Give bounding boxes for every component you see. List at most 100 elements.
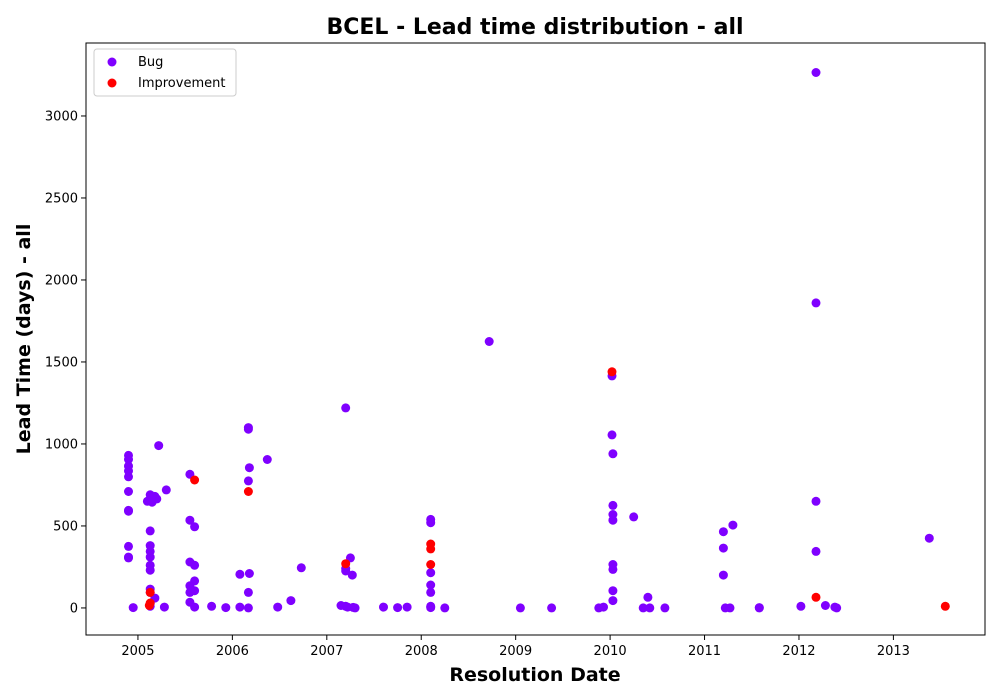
data-point	[243, 476, 253, 486]
data-point	[811, 496, 821, 506]
data-point	[235, 602, 245, 612]
legend-marker-improvement	[107, 78, 117, 88]
plot-area-frame	[85, 42, 986, 636]
data-point	[124, 487, 133, 496]
x-tick-label: 2013	[877, 644, 910, 659]
data-point	[426, 544, 436, 554]
data-point	[440, 603, 450, 613]
data-point	[341, 566, 351, 576]
data-point	[728, 520, 738, 530]
data-point	[608, 500, 618, 510]
y-axis-ticks: 0 500 1000 1500 2000 2500 3000	[45, 109, 86, 616]
data-point	[811, 68, 821, 77]
data-point	[243, 603, 253, 613]
data-point	[244, 463, 254, 473]
data-points	[124, 68, 950, 613]
data-point	[262, 455, 272, 464]
legend-label-improvement: Improvement	[138, 76, 225, 91]
data-point	[811, 298, 821, 308]
y-tick-label: 2000	[45, 273, 78, 288]
data-point	[221, 603, 231, 613]
data-point	[426, 580, 436, 590]
data-point	[608, 564, 618, 574]
data-point	[350, 603, 360, 613]
data-point	[273, 602, 283, 612]
legend: Bug Improvement	[93, 48, 237, 97]
data-point	[638, 603, 648, 613]
y-axis-label: Lead Time (days) - all	[13, 224, 35, 455]
x-tick-label: 2010	[594, 644, 627, 659]
data-point	[547, 603, 557, 613]
data-point	[629, 512, 639, 522]
data-point	[243, 587, 253, 597]
data-point	[718, 570, 728, 580]
data-point	[940, 601, 950, 611]
data-point	[608, 515, 618, 525]
data-point	[820, 601, 830, 610]
data-point	[426, 568, 436, 578]
x-tick-label: 2011	[688, 644, 721, 659]
data-point	[645, 603, 655, 613]
data-point	[599, 602, 608, 612]
y-tick-label: 500	[53, 519, 78, 534]
x-tick-label: 2006	[216, 644, 249, 659]
data-point	[124, 553, 133, 563]
data-point	[243, 487, 253, 496]
data-point	[124, 541, 133, 551]
data-point	[207, 601, 217, 611]
y-tick-label: 0	[70, 601, 78, 616]
legend-label-bug: Bug	[138, 55, 163, 70]
chart-title: BCEL - Lead time distribution - all	[326, 15, 743, 40]
x-tick-label: 2009	[499, 644, 532, 659]
data-point	[402, 602, 412, 612]
data-point	[754, 603, 764, 613]
data-point	[924, 533, 934, 543]
data-point	[152, 494, 162, 504]
y-tick-label: 1000	[45, 437, 78, 452]
data-point	[660, 603, 670, 613]
data-point	[190, 560, 200, 570]
legend-marker-bug	[107, 57, 117, 67]
data-point	[341, 403, 351, 413]
data-point	[185, 587, 195, 597]
data-point	[154, 441, 164, 451]
data-point	[185, 515, 195, 525]
x-axis-ticks: 2005 2006 2007 2008 2009 2010 2011 2012 2013	[121, 635, 910, 659]
data-point	[832, 603, 842, 613]
data-point	[145, 565, 155, 575]
legend-box	[93, 48, 237, 97]
data-point	[393, 603, 403, 613]
data-point	[144, 601, 154, 610]
data-point	[190, 475, 200, 485]
data-point	[341, 559, 351, 569]
data-point	[796, 601, 806, 611]
x-tick-label: 2008	[405, 644, 438, 659]
data-point	[286, 596, 296, 606]
data-point	[190, 602, 200, 612]
data-point	[608, 586, 618, 596]
data-point	[379, 602, 388, 612]
data-point	[643, 592, 653, 602]
y-tick-label: 3000	[45, 109, 78, 124]
data-point	[296, 563, 306, 573]
data-point	[243, 424, 253, 434]
data-point	[607, 367, 617, 377]
x-tick-label: 2005	[121, 644, 154, 659]
data-point	[145, 526, 155, 536]
data-point	[811, 546, 821, 556]
data-point	[718, 543, 728, 553]
data-point	[426, 603, 436, 613]
data-point	[608, 449, 618, 459]
data-point	[811, 592, 821, 602]
y-tick-label: 1500	[45, 355, 78, 370]
data-point	[718, 527, 728, 537]
x-axis-label: Resolution Date	[449, 664, 620, 686]
data-point	[159, 602, 169, 612]
y-tick-label: 2500	[45, 191, 78, 206]
data-point	[426, 587, 436, 597]
data-point	[145, 552, 155, 562]
data-point	[426, 560, 436, 569]
data-point	[124, 455, 133, 464]
data-point	[725, 603, 735, 613]
